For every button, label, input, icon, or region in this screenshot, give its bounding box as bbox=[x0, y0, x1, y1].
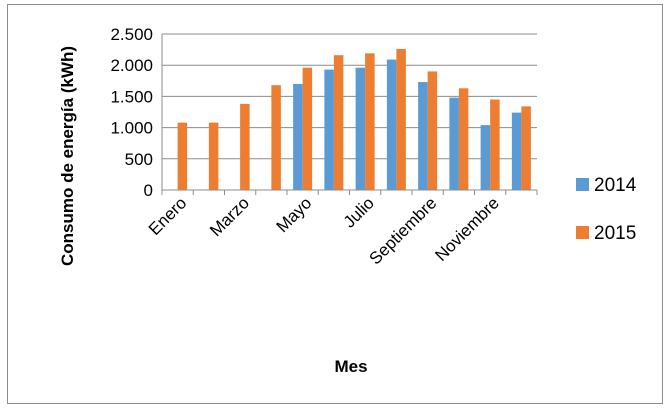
x-tick-label: Mayo bbox=[273, 193, 316, 236]
x-axis-title: Mes bbox=[334, 357, 367, 376]
bar-2015-Marzo bbox=[240, 103, 250, 190]
y-axis-title: Consumo de energía (kWh) bbox=[58, 46, 77, 266]
bar-2015-Abril bbox=[271, 85, 281, 190]
axes bbox=[161, 34, 538, 195]
bars bbox=[177, 48, 531, 191]
bar-2015-Mayo bbox=[302, 67, 313, 190]
bar-2015-Diciembre bbox=[521, 106, 531, 190]
y-tick-label: 1.500 bbox=[110, 87, 153, 106]
bar-2014-Mayo bbox=[293, 83, 303, 190]
legend-label: 2015 bbox=[594, 223, 636, 244]
legend-label: 2014 bbox=[594, 175, 637, 196]
bar-2015-Febrero bbox=[208, 122, 219, 190]
bar-2014-Junio bbox=[324, 69, 334, 190]
bar-2015-Octubre bbox=[458, 88, 469, 190]
y-tick-label: 2.500 bbox=[110, 25, 153, 44]
bar-2014-Septiembre bbox=[418, 82, 428, 190]
bar-2014-Agosto bbox=[386, 59, 397, 190]
bar-2015-Julio bbox=[365, 53, 375, 191]
bar-2015-Noviembre bbox=[490, 99, 500, 190]
bar-2015-Agosto bbox=[396, 48, 406, 191]
bar-2014-Noviembre bbox=[480, 125, 491, 190]
bar-2014-Diciembre bbox=[511, 112, 522, 190]
bar-2015-Septiembre bbox=[427, 71, 438, 190]
y-tick-label: 2.000 bbox=[110, 56, 153, 75]
legend-swatch-2014 bbox=[576, 178, 589, 191]
x-tick-label: Marzo bbox=[206, 193, 253, 240]
x-tick-label: Julio bbox=[340, 193, 378, 231]
bar-2014-Julio bbox=[355, 67, 366, 190]
y-tick-labels: 0 500 1.000 1.500 2.000 2.500 bbox=[110, 25, 153, 200]
y-tick-label: 1.000 bbox=[110, 119, 153, 138]
bar-2015-Enero bbox=[177, 122, 188, 190]
x-tick-label: Enero bbox=[145, 193, 191, 239]
bar-2014-Octubre bbox=[449, 97, 459, 190]
x-tick-label: Noviembre bbox=[431, 193, 503, 265]
legend-swatch-2015 bbox=[576, 226, 589, 239]
gridlines bbox=[162, 33, 537, 160]
x-tick-label: Septiembre bbox=[366, 193, 441, 268]
legend: 2014 2015 bbox=[576, 175, 637, 244]
y-tick-label: 0 bbox=[144, 181, 153, 200]
y-tick-label: 500 bbox=[125, 150, 153, 169]
bar-2015-Junio bbox=[333, 55, 344, 190]
